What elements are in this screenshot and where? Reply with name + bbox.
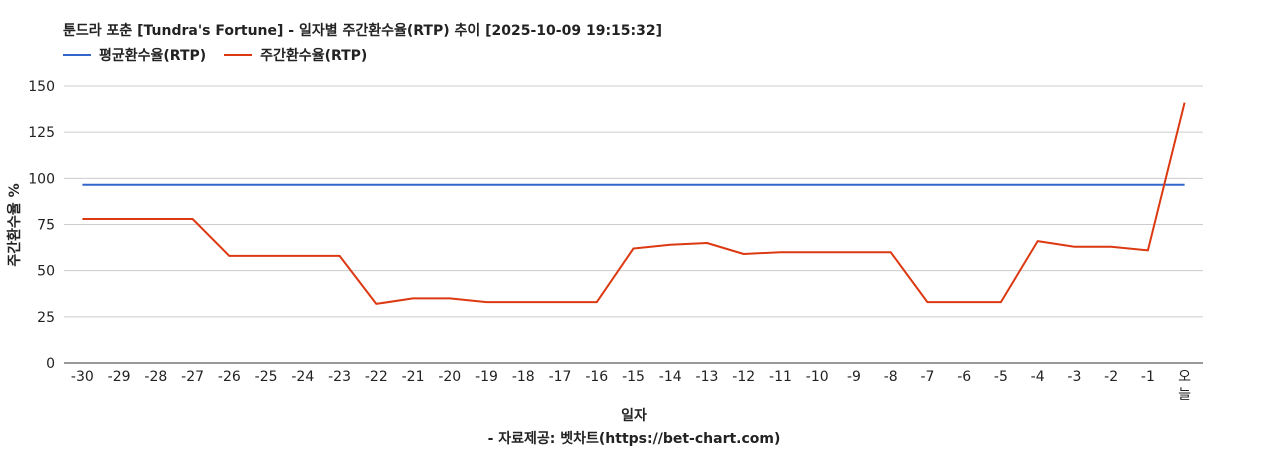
x-tick-label: -4 bbox=[1031, 369, 1045, 385]
legend: 평균환수율(RTP) 주간환수율(RTP) bbox=[63, 45, 385, 65]
x-tick-label: -24 bbox=[291, 369, 314, 385]
y-tick-label: 50 bbox=[37, 264, 55, 280]
x-tick-label: -1 bbox=[1141, 369, 1155, 385]
x-tick-label: -20 bbox=[438, 369, 461, 385]
y-tick-labels: 0 25 50 75 100 125 150 bbox=[28, 79, 55, 372]
x-tick-label: -19 bbox=[475, 369, 498, 385]
x-tick-label: -21 bbox=[402, 369, 425, 385]
x-tick-label: -13 bbox=[696, 369, 719, 385]
y-tick-label: 150 bbox=[28, 79, 55, 95]
x-tick-label: -25 bbox=[255, 369, 278, 385]
x-tick-label: -18 bbox=[512, 369, 535, 385]
x-tick-label: -12 bbox=[732, 369, 755, 385]
series-lines bbox=[82, 102, 1186, 305]
x-tick-label: -5 bbox=[994, 369, 1008, 385]
x-tick-label: -17 bbox=[549, 369, 572, 385]
x-tick-label: -11 bbox=[769, 369, 792, 385]
y-tick-label: 125 bbox=[28, 125, 55, 141]
x-tick-label: -22 bbox=[365, 369, 388, 385]
x-tick-labels: -30 -29 -28 -27 -26 -25 -24 -23 -22 -21 -20 -19 -18-… bbox=[71, 369, 1191, 403]
legend-swatch-average bbox=[63, 54, 91, 56]
legend-label-average: 평균환수율(RTP) bbox=[99, 48, 207, 64]
credit-text: - 자료제공: 벳차트(https://bet-chart.com) bbox=[487, 431, 781, 447]
x-tick-label: -7 bbox=[920, 369, 934, 385]
legend-item-average: 평균환수율(RTP) bbox=[63, 45, 206, 65]
x-tick-label: -6 bbox=[957, 369, 971, 385]
x-axis-label: 일자 bbox=[621, 408, 647, 424]
y-tick-label: 25 bbox=[37, 310, 55, 326]
legend-label-weekly: 주간환수율(RTP) bbox=[260, 48, 368, 64]
x-tick-label: -3 bbox=[1067, 369, 1081, 385]
y-tick-label: 100 bbox=[28, 171, 55, 187]
x-tick-label: -30 bbox=[71, 369, 94, 385]
legend-item-weekly: 주간환수율(RTP) bbox=[224, 45, 367, 65]
legend-swatch-weekly bbox=[224, 54, 253, 56]
x-tick-label: -26 bbox=[218, 369, 241, 385]
x-tick-label: -10 bbox=[806, 369, 829, 385]
y-axis-label: 주간환수율 % bbox=[6, 183, 23, 266]
y-tick-label: 75 bbox=[37, 218, 55, 234]
x-tick-label: -27 bbox=[181, 369, 204, 385]
y-tick-label: 0 bbox=[46, 356, 55, 372]
x-tick-label: -28 bbox=[144, 369, 167, 385]
chart-title: 툰드라 포춘 [Tundra's Fortune] - 일자별 주간환수율(RT… bbox=[63, 23, 663, 39]
x-tick-label: -8 bbox=[884, 369, 898, 385]
x-tick-label: -14 bbox=[659, 369, 682, 385]
x-tick-label: -15 bbox=[622, 369, 645, 385]
x-tick-label: -23 bbox=[328, 369, 351, 385]
x-tick-label: -29 bbox=[108, 369, 131, 385]
series-line-weekly bbox=[82, 102, 1186, 305]
x-tick-label: -9 bbox=[847, 369, 861, 385]
gridlines bbox=[64, 85, 1203, 364]
x-tick-label: -16 bbox=[585, 369, 608, 385]
x-tick-label: -2 bbox=[1104, 369, 1118, 385]
